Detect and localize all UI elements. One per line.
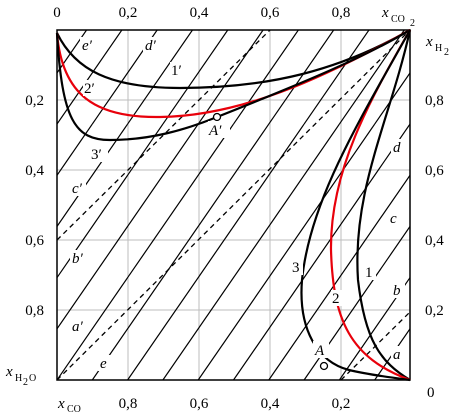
curve-2 <box>329 29 411 382</box>
region-e-prime: e′ <box>82 38 93 54</box>
svg-text:CO: CO <box>67 404 81 415</box>
svg-text:CO: CO <box>391 14 405 25</box>
region-c: c <box>390 211 397 227</box>
left-tick: 0,4 <box>25 163 44 179</box>
label-curve-1: 1 <box>365 265 373 281</box>
label-curve-3-prime: 3′ <box>91 147 102 163</box>
hatch-line <box>374 71 410 125</box>
hatch-line <box>303 30 370 125</box>
diagonal-hatching <box>0 0 458 380</box>
top-tick: 0,8 <box>332 5 351 21</box>
hatch-line <box>268 30 335 125</box>
label-curve-2: 2 <box>332 291 340 307</box>
point-a-prime <box>212 112 222 122</box>
right-axis-ticks: 0,8 0,6 0,4 0,2 0 <box>425 93 444 401</box>
hatch-line <box>57 123 234 380</box>
svg-text:2: 2 <box>410 18 415 29</box>
curve-3-prime <box>55 29 411 142</box>
svg-text:H: H <box>435 43 442 54</box>
top-tick: 0,6 <box>261 5 280 21</box>
region-b: b <box>393 283 401 299</box>
hatch-line <box>338 30 406 125</box>
top-axis-label: x CO 2 <box>381 5 415 29</box>
top-tick: 0,2 <box>119 5 138 21</box>
bottom-tick: 0,2 <box>332 396 351 412</box>
right-tick: 0,2 <box>425 303 444 319</box>
hatch-line <box>57 123 199 330</box>
left-tick: 0,2 <box>25 93 44 109</box>
top-tick: 0,4 <box>190 5 209 21</box>
svg-text:x: x <box>425 34 433 50</box>
right-tick: 0,8 <box>425 93 444 109</box>
region-d: d <box>393 140 401 156</box>
right-tick: 0,6 <box>425 163 444 179</box>
hatch-line <box>445 124 458 380</box>
label-curve-1-prime: 1′ <box>171 63 182 79</box>
point-a <box>319 361 329 371</box>
bottom-axis-ticks: 0,8 0,6 0,4 0,2 <box>119 396 351 412</box>
curves-unprimed <box>300 29 412 382</box>
left-axis-label: x H 2 O <box>5 364 36 388</box>
svg-text:O: O <box>29 373 36 384</box>
hatch-line <box>303 225 410 380</box>
hatch-line <box>197 123 376 380</box>
bottom-tick: 0,4 <box>261 396 280 412</box>
hatch-line <box>57 123 93 177</box>
region-a: a <box>393 347 401 363</box>
label-point-a: A <box>314 343 325 359</box>
hatch-line <box>57 123 129 228</box>
plot-frame <box>56 29 411 381</box>
top-tick: 0 <box>53 5 61 21</box>
svg-text:2: 2 <box>444 47 449 58</box>
bottom-tick: 0,8 <box>119 396 138 412</box>
region-a-prime: a′ <box>72 319 84 335</box>
curves-primed <box>55 29 411 142</box>
right-tick: 0,4 <box>425 233 444 249</box>
svg-text:x: x <box>5 364 13 380</box>
hatch-line <box>338 276 410 380</box>
region-e: e <box>100 356 107 372</box>
label-point-a-prime: A′ <box>208 123 222 139</box>
dashed-diagonals <box>57 30 410 380</box>
region-b-prime: b′ <box>72 251 84 267</box>
hatch-line <box>127 123 305 380</box>
curve-labels: 1′ 2′ 3′ 1 2 3 <box>83 62 376 307</box>
hatch-line <box>91 123 270 380</box>
hatch-line <box>0 124 22 380</box>
bottom-axis-label: x CO <box>57 396 81 415</box>
region-d-prime: d′ <box>145 38 157 54</box>
curve-3 <box>300 29 411 382</box>
hatch-line <box>233 123 410 380</box>
region-c-prime: c′ <box>72 181 83 197</box>
svg-text:H: H <box>15 373 22 384</box>
hatch-line <box>162 123 340 380</box>
point-labels: A′ A <box>208 121 329 359</box>
top-axis-ticks: 0 0,2 0,4 0,6 0,8 <box>53 5 350 21</box>
hatch-line <box>197 30 264 125</box>
right-axis-label: x H 2 <box>425 34 449 58</box>
svg-text:x: x <box>381 5 389 21</box>
left-tick: 0,8 <box>25 303 44 319</box>
hatch-line <box>127 30 194 125</box>
hatch-line <box>445 0 458 124</box>
left-tick: 0,6 <box>25 233 44 249</box>
label-curve-2-prime: 2′ <box>84 81 95 97</box>
svg-text:2: 2 <box>23 377 28 388</box>
svg-text:x: x <box>57 396 65 412</box>
right-tick: 0 <box>427 385 435 401</box>
bottom-tick: 0,6 <box>190 396 209 412</box>
hatch-line <box>162 30 229 125</box>
curve-1-prime <box>56 29 411 90</box>
hatch-line <box>374 327 410 380</box>
left-axis-ticks: 0,2 0,4 0,6 0,8 <box>25 93 44 319</box>
curve-1 <box>356 29 412 381</box>
region-labels: e′ d′ c′ b′ a′ e d c b a <box>70 37 405 372</box>
hatch-line <box>0 0 22 124</box>
label-curve-3: 3 <box>292 260 300 276</box>
